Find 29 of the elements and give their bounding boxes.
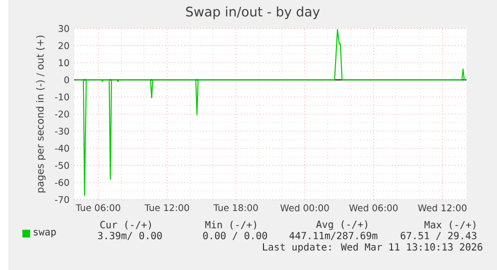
y-tick-label: -40	[55, 144, 69, 152]
chart-title: Swap in/out - by day	[186, 6, 320, 19]
text: Cur (-/+)	[100, 220, 151, 230]
y-tick-label: -60	[55, 178, 69, 186]
y-tick-label: -10	[55, 93, 69, 100]
y-tick-label: 0	[64, 76, 69, 84]
y-tick-label: -70	[55, 196, 69, 203]
text: Min (-/+)	[205, 220, 256, 230]
x-tick-label: Wed 12:00	[418, 204, 466, 212]
y-tick-label: -30	[55, 128, 69, 134]
y-tick-label: 10	[58, 59, 69, 66]
y-axis-title: pages per second in (-) / out (+)	[36, 35, 46, 192]
x-tick-label: Wed 06:00	[349, 204, 398, 212]
text: 67.51 / 29.43	[400, 232, 476, 240]
y-tick-label: 30	[58, 24, 69, 32]
x-tick-label: Tue 06:00	[76, 204, 120, 211]
x-tick-label: Tue 18:00	[213, 204, 258, 211]
x-tick-label: Wed 00:00	[280, 204, 329, 212]
y-tick-label: -50	[55, 162, 69, 169]
text: 0.00 / 0.00	[203, 232, 268, 240]
x-tick-label: Tue 12:00	[144, 204, 190, 211]
text: Last update: Wed Mar 11 13:10:13 2026	[263, 242, 482, 252]
y-tick-label: -20	[55, 110, 69, 118]
text: Max (-/+)	[424, 220, 476, 230]
text: 447.11m/287.69m	[289, 232, 378, 240]
text: 3.39m/ 0.00	[98, 232, 162, 240]
text: Avg (-/+)	[316, 220, 368, 230]
legend-label: swap	[34, 230, 56, 238]
y-tick-label: 20	[58, 42, 69, 49]
